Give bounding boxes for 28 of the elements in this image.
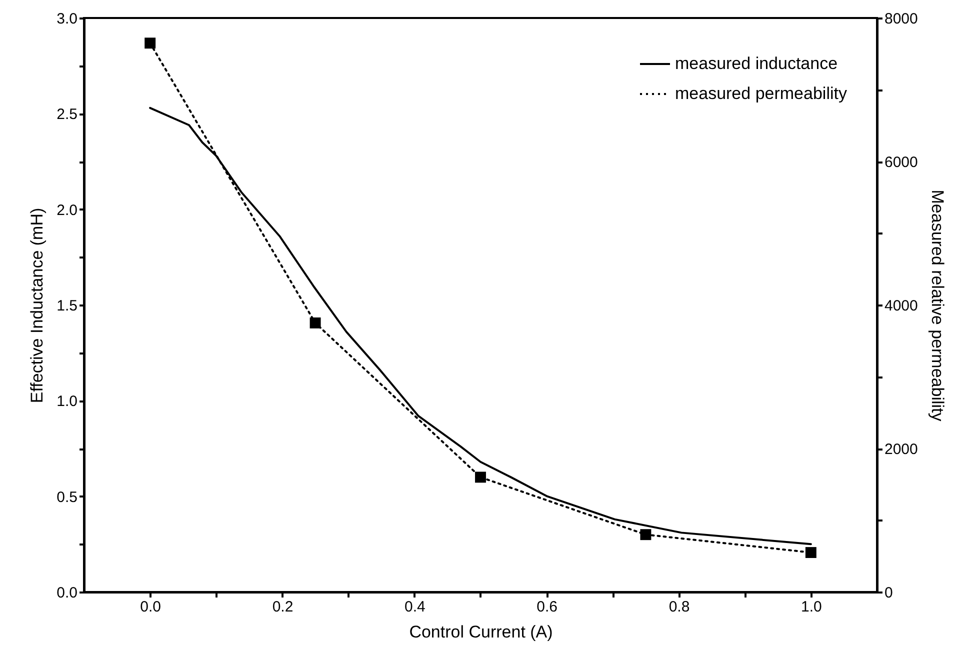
point: [310, 317, 321, 328]
point: [475, 472, 486, 483]
x-tick-label: 0.4: [404, 598, 426, 616]
x-tick-label: 1.0: [800, 598, 822, 616]
y-tick-label: 0.0: [56, 584, 78, 602]
y2-tick-label: 4000: [884, 298, 918, 314]
y2-tick-label: 6000: [884, 154, 918, 171]
y2-tick-label: 8000: [884, 10, 918, 28]
x-tick-label: 0.8: [668, 598, 690, 616]
x-axis-title: Control Current (A): [409, 622, 553, 642]
y-tick-label: 3.0: [56, 10, 78, 28]
y-axis-title: Effective Inductance (mH): [28, 208, 47, 404]
y-tick-label: 1.0: [56, 393, 78, 410]
y-tick-label: 1.5: [56, 298, 78, 314]
x-tick-label: 0.2: [272, 598, 294, 616]
y-tick-label: 0.5: [56, 488, 78, 506]
y2-tick-label: 2000: [884, 441, 918, 458]
legend-label: measured inductance: [675, 54, 838, 73]
point: [144, 38, 156, 49]
legend-label: measured permeability: [675, 84, 848, 103]
x-tick-label: 0.0: [140, 598, 162, 616]
y-tick-label: 2.5: [56, 106, 78, 124]
x-tick-label: 0.6: [536, 598, 558, 616]
y2-axis-title: Measured relative permeability: [928, 190, 947, 422]
y-tick-label: 2.0: [56, 202, 78, 219]
point: [805, 547, 816, 558]
y2-tick-label: 0: [884, 584, 893, 602]
point: [640, 529, 652, 540]
